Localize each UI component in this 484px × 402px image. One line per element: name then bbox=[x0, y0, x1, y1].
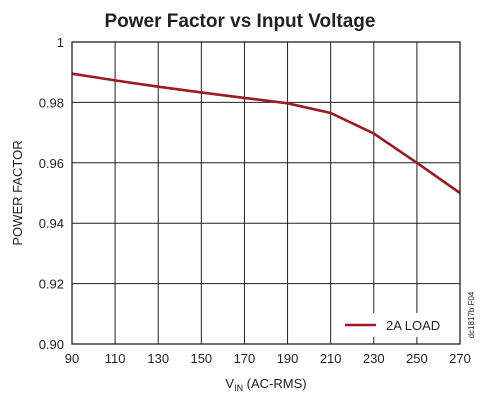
series-layer bbox=[71, 72, 461, 195]
x-tick-label: 270 bbox=[449, 351, 471, 366]
x-tick-label: 110 bbox=[105, 351, 126, 366]
series-line bbox=[71, 72, 461, 195]
x-axis-label-unit: (AC-RMS) bbox=[243, 376, 307, 391]
x-tick-label: 190 bbox=[277, 351, 299, 366]
x-axis-label-subscript: IN bbox=[234, 383, 243, 393]
x-tick-label: 170 bbox=[234, 351, 256, 366]
y-tick-label: 0.96 bbox=[39, 156, 64, 171]
figure-code: dc1817b F04 bbox=[467, 291, 476, 338]
grid bbox=[72, 42, 460, 344]
y-axis-label: POWER FACTOR bbox=[10, 140, 25, 245]
x-tick-label: 210 bbox=[320, 351, 342, 366]
y-tick-label: 0.98 bbox=[39, 95, 64, 110]
chart-title: Power Factor vs Input Voltage bbox=[105, 11, 376, 32]
x-tick-label: 130 bbox=[147, 351, 169, 366]
y-tick-label: 0.94 bbox=[39, 216, 64, 231]
x-tick-labels: 90 110 130 150 170 190 210 230 250 270 bbox=[65, 351, 471, 366]
x-axis-label-main: V bbox=[225, 376, 234, 391]
x-tick-label: 230 bbox=[363, 351, 385, 366]
x-tick-label: 250 bbox=[406, 351, 428, 366]
plot-frame bbox=[71, 41, 461, 345]
legend-label: 2A LOAD bbox=[386, 318, 440, 333]
y-tick-labels: 0.90 0.92 0.94 0.96 0.98 1 bbox=[39, 35, 64, 352]
x-tick-label: 90 bbox=[65, 351, 79, 366]
y-tick-label: 1 bbox=[57, 35, 64, 50]
y-tick-label: 0.90 bbox=[39, 337, 64, 352]
x-tick-label: 150 bbox=[190, 351, 212, 366]
legend: 2A LOAD bbox=[338, 313, 450, 337]
y-tick-label: 0.92 bbox=[39, 277, 64, 292]
x-axis-label: VIN (AC-RMS) bbox=[225, 376, 306, 393]
